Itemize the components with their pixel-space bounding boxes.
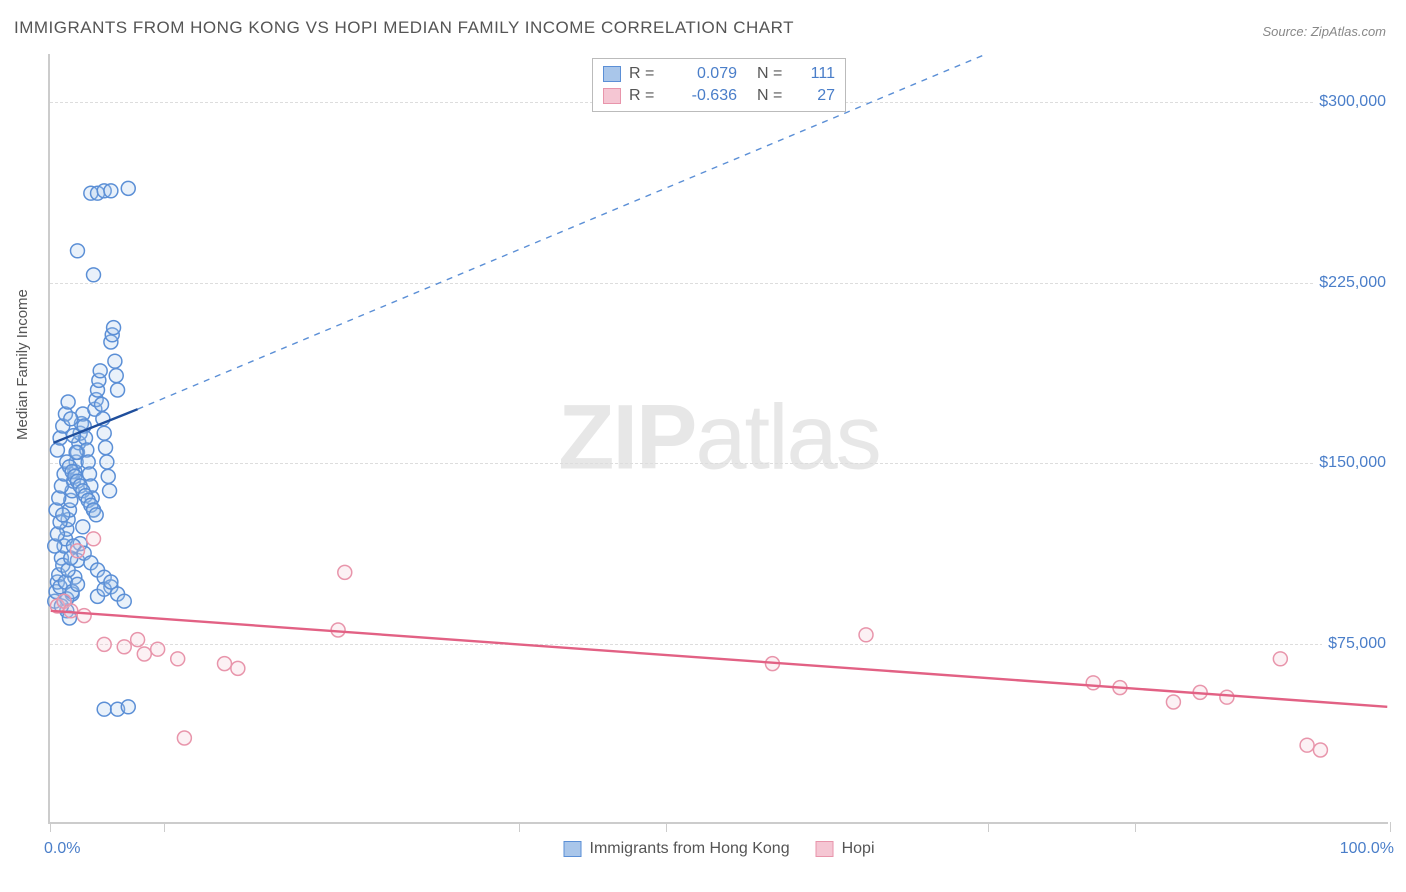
legend-row-series1: R = 0.079 N = 111: [603, 63, 835, 85]
x-tick: [519, 822, 520, 832]
scatter-point: [87, 268, 101, 282]
scatter-point: [77, 609, 91, 623]
scatter-point: [1273, 652, 1287, 666]
scatter-point: [117, 640, 131, 654]
scatter-point: [131, 633, 145, 647]
scatter-point: [137, 647, 151, 661]
scatter-point: [95, 397, 109, 411]
scatter-point: [104, 575, 118, 589]
scatter-point: [177, 731, 191, 745]
swatch-series1-bottom: [564, 841, 582, 857]
x-tick: [666, 822, 667, 832]
regression-line: [51, 611, 1388, 707]
scatter-point: [108, 354, 122, 368]
scatter-point: [70, 244, 84, 258]
scatter-point: [97, 702, 111, 716]
scatter-point: [56, 508, 70, 522]
scatter-point: [64, 412, 78, 426]
chart-plot-area: ZIPatlas $75,000$150,000$225,000$300,000…: [48, 54, 1388, 824]
x-axis-min-label: 0.0%: [44, 840, 80, 858]
scatter-point: [859, 628, 873, 642]
x-tick: [164, 822, 165, 832]
swatch-series2-bottom: [816, 841, 834, 857]
scatter-point: [101, 469, 115, 483]
regression-line: [138, 54, 987, 409]
r-value-series1: 0.079: [667, 65, 737, 83]
legend-label-series2: Hopi: [842, 840, 875, 858]
correlation-legend: R = 0.079 N = 111 R = -0.636 N = 27: [592, 58, 846, 112]
n-value-series2: 27: [795, 87, 835, 105]
r-label: R =: [629, 65, 659, 83]
scatter-point: [1166, 695, 1180, 709]
scatter-point: [87, 532, 101, 546]
scatter-point: [100, 455, 114, 469]
scatter-svg: [50, 54, 1388, 822]
scatter-point: [1313, 743, 1327, 757]
chart-title: IMMIGRANTS FROM HONG KONG VS HOPI MEDIAN…: [14, 18, 794, 38]
scatter-point: [121, 181, 135, 195]
legend-label-series1: Immigrants from Hong Kong: [590, 840, 790, 858]
scatter-point: [99, 441, 113, 455]
r-value-series2: -0.636: [667, 87, 737, 105]
n-label: N =: [757, 65, 787, 83]
scatter-point: [103, 484, 117, 498]
x-tick: [50, 822, 51, 832]
scatter-point: [97, 426, 111, 440]
series-legend: Immigrants from Hong Kong Hopi: [564, 840, 875, 858]
swatch-series2: [603, 88, 621, 104]
swatch-series1: [603, 66, 621, 82]
scatter-point: [218, 657, 232, 671]
scatter-point: [338, 565, 352, 579]
scatter-point: [97, 637, 111, 651]
scatter-point: [1300, 738, 1314, 752]
scatter-point: [70, 544, 84, 558]
n-label: N =: [757, 87, 787, 105]
scatter-point: [89, 508, 103, 522]
scatter-point: [104, 184, 118, 198]
x-tick: [1390, 822, 1391, 832]
x-tick: [988, 822, 989, 832]
x-tick: [1135, 822, 1136, 832]
scatter-point: [70, 577, 84, 591]
scatter-point: [231, 661, 245, 675]
scatter-point: [93, 364, 107, 378]
scatter-point: [1086, 676, 1100, 690]
scatter-point: [117, 594, 131, 608]
legend-row-series2: R = -0.636 N = 27: [603, 85, 835, 107]
x-axis-max-label: 100.0%: [1340, 840, 1394, 858]
scatter-point: [61, 395, 75, 409]
scatter-point: [111, 383, 125, 397]
scatter-point: [171, 652, 185, 666]
y-axis-label: Median Family Income: [14, 289, 31, 440]
legend-item-series1: Immigrants from Hong Kong: [564, 840, 790, 858]
n-value-series1: 111: [795, 65, 835, 83]
scatter-point: [1220, 690, 1234, 704]
legend-item-series2: Hopi: [816, 840, 875, 858]
source-attribution: Source: ZipAtlas.com: [1262, 24, 1386, 39]
scatter-point: [151, 642, 165, 656]
scatter-point: [109, 369, 123, 383]
r-label: R =: [629, 87, 659, 105]
scatter-point: [76, 520, 90, 534]
scatter-point: [121, 700, 135, 714]
scatter-point: [107, 321, 121, 335]
